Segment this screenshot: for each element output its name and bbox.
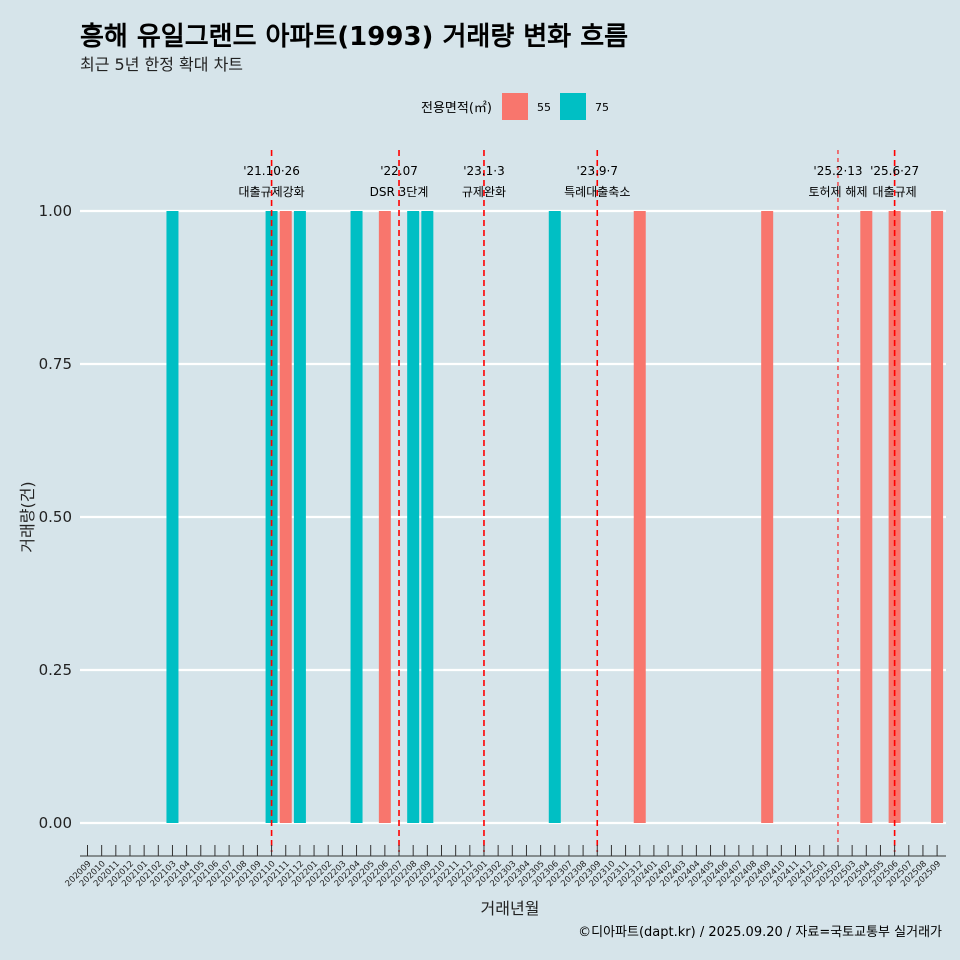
y-tick-label: 0.25 [39,661,72,679]
bar-75-202208 [407,211,420,823]
bar-55-202504 [860,211,873,823]
y-axis: 0.00 0.25 0.50 0.75 1.00 [39,202,72,832]
bar-75-202306 [548,211,561,823]
legend: 전용면적(㎡) 55 75 [421,93,609,120]
chart-title: 흥해 유일그랜드 아파트(1993) 거래량 변화 흐름 [80,22,628,52]
bar-55-202312 [633,211,646,823]
bar-75-202209 [421,211,434,823]
y-tick-label: 0.00 [39,814,72,832]
event-date: '25.6·27 [870,164,919,178]
event-date: '21.10·26 [243,164,300,178]
event-date: '22.07 [380,164,418,178]
y-tick-label: 0.75 [39,355,72,373]
grid [80,209,946,825]
event-label: 대출규제 [873,185,917,199]
event-date: '23.9·7 [577,164,618,178]
legend-label-55: 55 [537,101,551,114]
event-date: '25.2·13 [813,164,862,178]
legend-swatch-55 [502,93,528,120]
bar-75-202112 [293,211,306,823]
bar-75-202110 [265,211,278,823]
caption: ©디아파트(dapt.kr) / 2025.09.20 / 자료=국토교통부 실… [578,925,942,940]
y-axis-title: 거래량(건) [18,481,37,552]
legend-label-75: 75 [595,101,609,114]
event-label: 대출규제강화 [238,185,304,199]
bar-55-202506 [888,211,901,823]
bar-55-202111 [279,211,292,823]
event-label: 규제완화 [462,185,506,199]
bar-55-202509 [931,211,944,823]
legend-swatch-75 [560,93,586,120]
chart-subtitle: 최근 5년 한정 확대 차트 [80,55,243,74]
event-label: 토허제 해제 [808,185,867,199]
y-tick-label: 0.50 [39,508,72,526]
x-axis: 2020092020102020112020122021012021022021… [64,845,946,889]
annotations: '21.10·26 대출규제강화 '22.07 DSR 3단계 '23.1·3 규제완화 '… [238,150,919,852]
bar-75-202204 [350,211,363,823]
legend-title: 전용면적(㎡) [421,101,492,116]
event-label: DSR 3단계 [370,185,429,199]
bar-75-202103 [166,211,179,823]
event-date: '23.1·3 [463,164,504,178]
x-axis-title: 거래년월 [481,899,540,918]
bars [166,211,944,823]
bar-55-202409 [761,211,774,823]
bar-55-202206 [378,211,391,823]
y-tick-label: 1.00 [39,202,72,220]
event-label: 특례대출축소 [564,185,630,199]
